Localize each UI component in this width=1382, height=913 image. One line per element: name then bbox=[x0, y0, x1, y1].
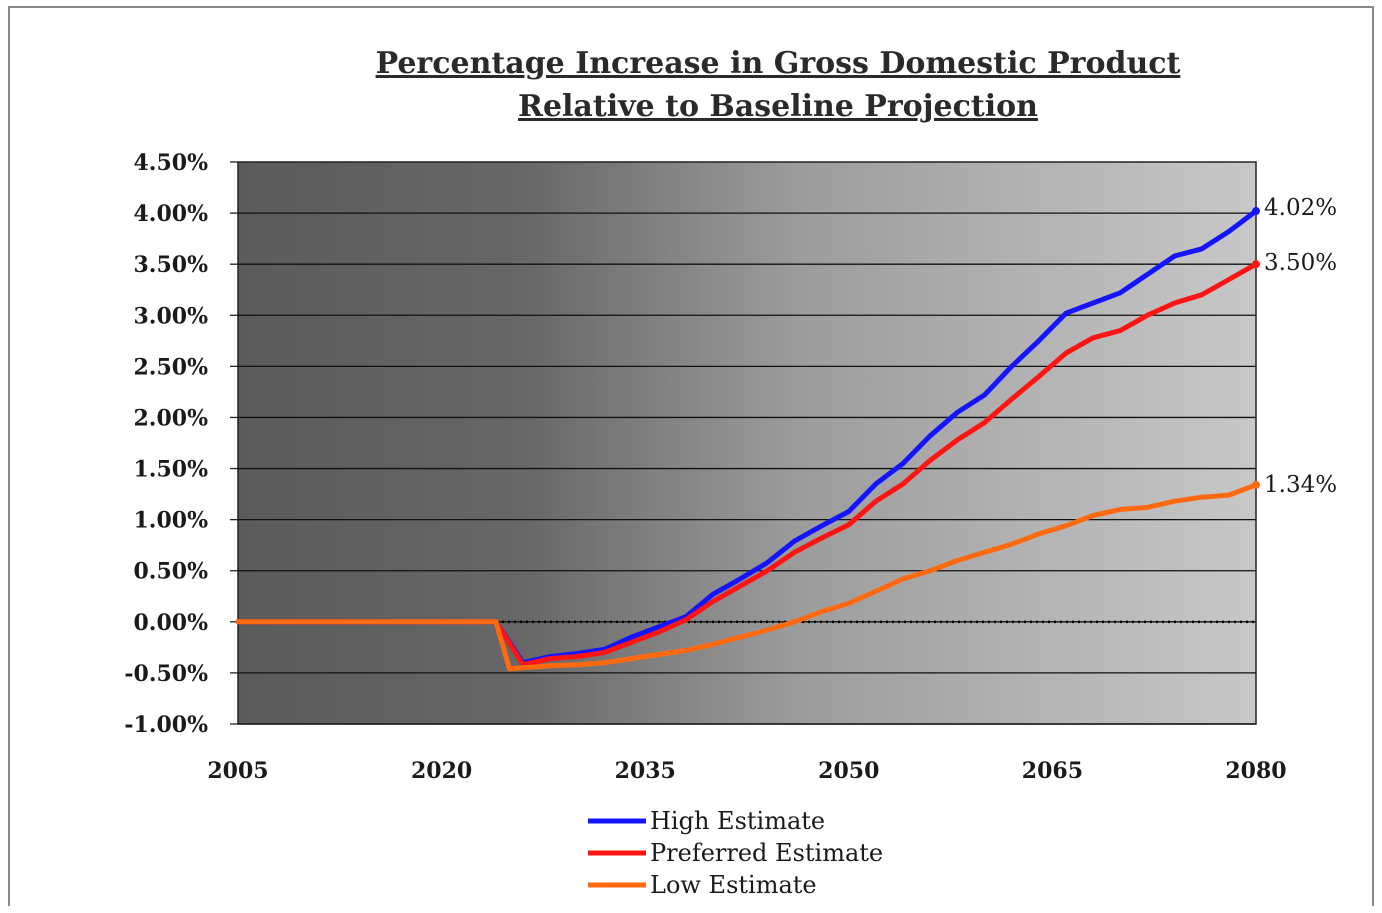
y-tick-label: 2.50% bbox=[134, 354, 209, 380]
end-value-label: 4.02% bbox=[1264, 195, 1337, 221]
y-tick-label: -1.00% bbox=[124, 712, 208, 738]
y-tick-label: 3.50% bbox=[134, 252, 209, 278]
legend-entry: High Estimate bbox=[650, 807, 825, 835]
x-tick-label: 2080 bbox=[1225, 758, 1286, 784]
chart-title: Percentage Increase in Gross Domestic Pr… bbox=[0, 42, 1382, 128]
plot-area bbox=[237, 161, 1257, 725]
y-tick-label: 0.50% bbox=[134, 559, 209, 585]
legend-entry: Preferred Estimate bbox=[650, 839, 883, 867]
y-tick-label: 4.00% bbox=[134, 201, 209, 227]
y-tick-label: 0.00% bbox=[134, 610, 209, 636]
series-line-preferred-estimate bbox=[235, 261, 1259, 668]
y-tick-label: -0.50% bbox=[124, 661, 208, 687]
end-value-label: 1.34% bbox=[1264, 472, 1337, 498]
series-end-point bbox=[1252, 480, 1260, 489]
x-axis: 2005 2020 2035 2050 2065 2080 bbox=[207, 723, 1287, 784]
end-labels: 4.02% 3.50% 1.34% bbox=[1264, 195, 1337, 498]
series-end-point bbox=[1252, 260, 1260, 269]
x-tick-label: 2065 bbox=[1022, 758, 1083, 784]
end-value-label: 3.50% bbox=[1264, 250, 1337, 276]
y-tick-label: 4.50% bbox=[134, 150, 209, 176]
y-tick-label: 1.00% bbox=[134, 508, 209, 534]
y-tick-label: 3.00% bbox=[134, 303, 209, 329]
series-line-low-estimate bbox=[235, 482, 1259, 672]
y-tick-label: 1.50% bbox=[134, 457, 209, 483]
series-line-high-estimate bbox=[235, 208, 1259, 666]
x-tick-label: 2035 bbox=[615, 758, 676, 784]
chart-title-line2: Relative to Baseline Projection bbox=[518, 89, 1038, 124]
legend: High Estimate Preferred Estimate Low Estim… bbox=[588, 807, 883, 899]
x-tick-label: 2020 bbox=[411, 758, 472, 784]
y-tick-label: 2.00% bbox=[134, 405, 209, 431]
x-tick-label: 2005 bbox=[207, 758, 268, 784]
x-tick-label: 2050 bbox=[818, 758, 879, 784]
legend-entry: Low Estimate bbox=[650, 871, 817, 899]
series-end-point bbox=[1252, 207, 1260, 216]
series-lines bbox=[235, 207, 1260, 672]
y-axis: 4.50% 4.00% 3.50% 3.00% 2.50% 2.00% 1.50% 1.00%… bbox=[124, 150, 238, 738]
chart-title-line1: Percentage Increase in Gross Domestic Pr… bbox=[375, 46, 1181, 81]
